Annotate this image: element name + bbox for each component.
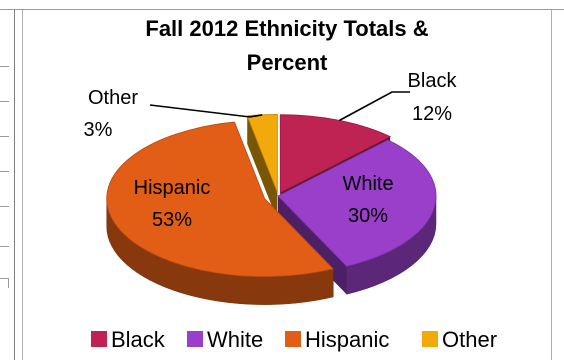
table-gridline xyxy=(0,206,9,207)
column-divider xyxy=(14,10,15,360)
legend-label-black: Black xyxy=(111,327,166,352)
leader-line-black xyxy=(339,91,410,122)
table-gridline xyxy=(0,278,9,279)
legend-swatch-black xyxy=(91,331,107,347)
chart-title-line-1: Fall 2012 Ethnicity Totals & xyxy=(145,16,428,41)
slice-hispanic xyxy=(106,121,335,278)
table-gridline xyxy=(0,136,9,137)
top-rule xyxy=(0,9,564,10)
legend-swatch-hispanic xyxy=(285,331,301,347)
slice-black xyxy=(279,114,392,194)
chart-frame xyxy=(22,10,552,360)
legend: Black White Hispanic Other xyxy=(91,327,497,352)
data-label-white-value: 30% xyxy=(348,205,388,227)
chart-title-line-2: Percent xyxy=(247,50,328,75)
slice-cut-other xyxy=(247,115,278,221)
table-gridline xyxy=(8,278,9,288)
data-label-other-value: 3% xyxy=(84,119,113,141)
legend-swatch-other xyxy=(422,331,438,347)
leader-line-other xyxy=(149,104,263,118)
legend-label-white: White xyxy=(207,327,263,352)
data-label-hispanic-value: 53% xyxy=(152,209,192,231)
table-gridline xyxy=(0,246,9,247)
slice-white xyxy=(277,139,437,267)
legend-label-other: Other xyxy=(442,327,497,352)
data-label-hispanic-name: Hispanic xyxy=(134,177,211,199)
table-gridline xyxy=(0,171,9,172)
table-gridline xyxy=(0,101,9,102)
legend-label-hispanic: Hispanic xyxy=(305,327,389,352)
data-label-black-name: Black xyxy=(408,70,458,92)
data-label-other-name: Other xyxy=(88,87,138,109)
data-label-white-name: White xyxy=(342,173,393,195)
table-gridline xyxy=(0,66,9,67)
slice-other xyxy=(246,114,278,193)
data-label-black-value: 12% xyxy=(412,103,452,125)
left-table-pane xyxy=(0,10,14,360)
legend-swatch-white xyxy=(187,331,203,347)
